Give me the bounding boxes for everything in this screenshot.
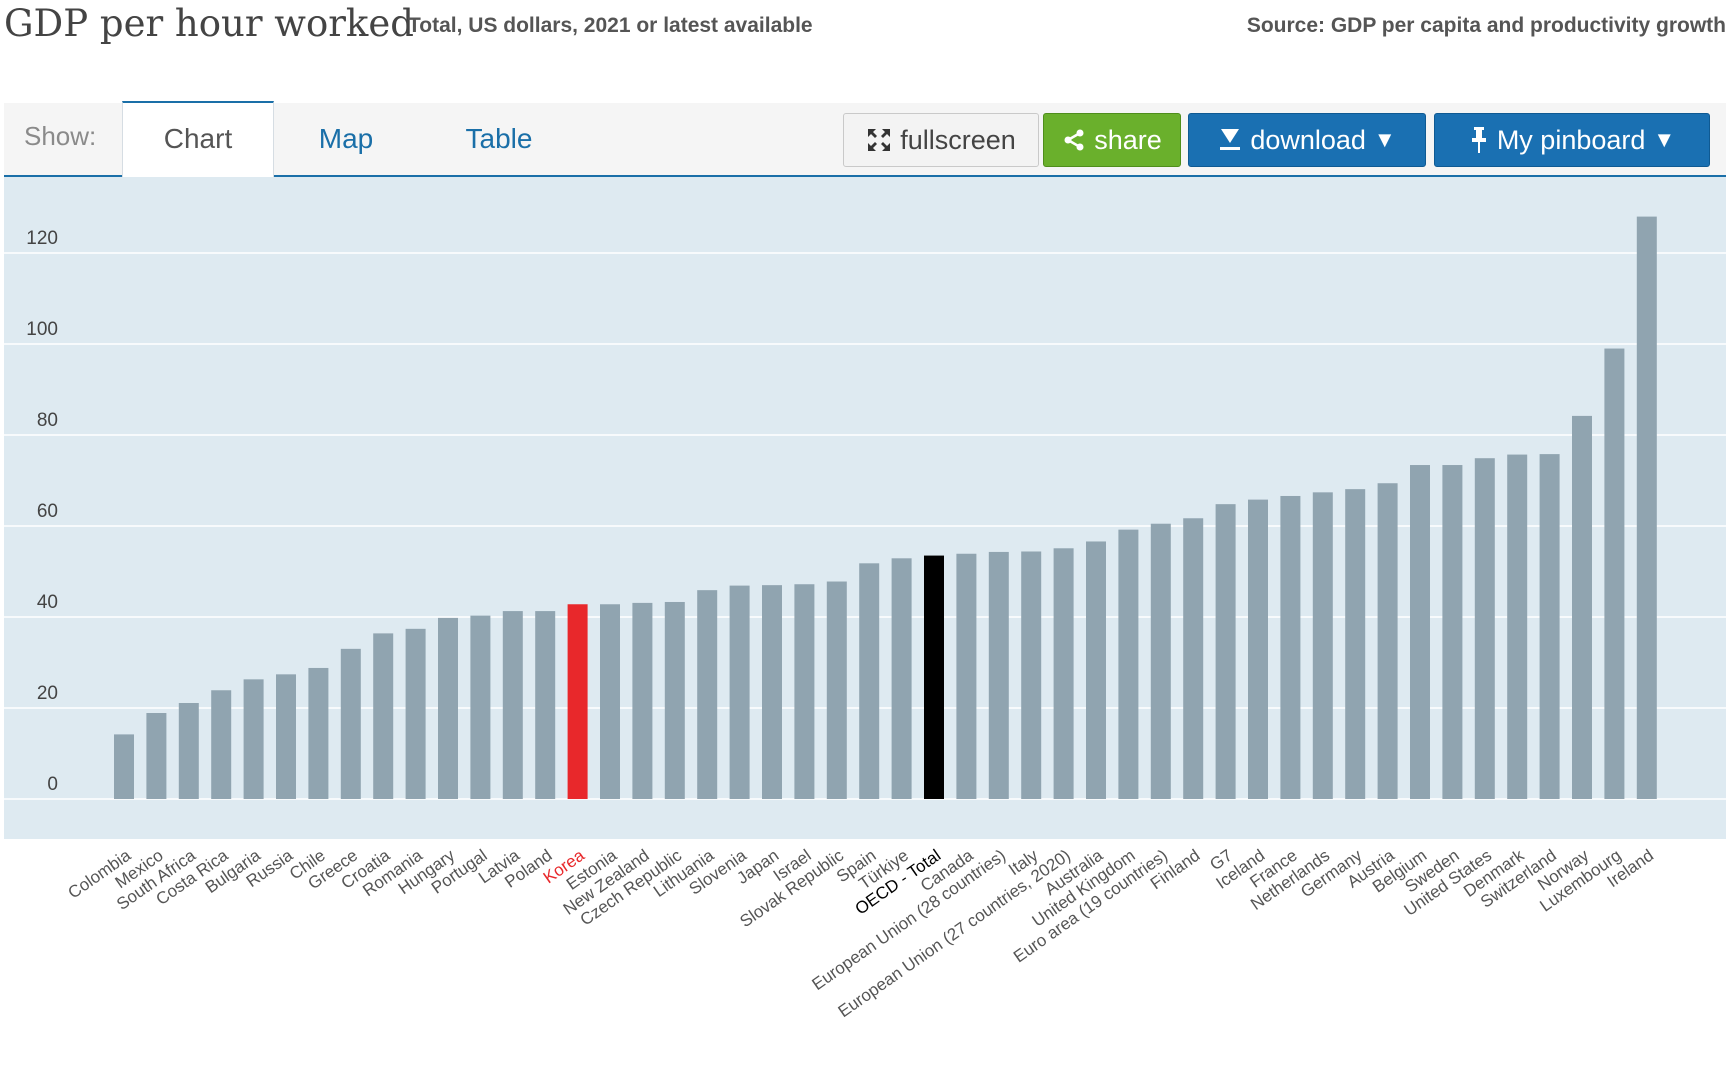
bar-france[interactable] [1280,495,1301,799]
fullscreen-label: fullscreen [900,124,1016,155]
bar-chile[interactable] [308,667,329,799]
chevron-down-icon: ▼ [1373,127,1396,152]
bar-denmark[interactable] [1507,454,1528,799]
pinboard-label: My pinboard [1496,124,1646,155]
fullscreen-icon [866,127,892,153]
bar-european-union-27-countries-2020[interactable] [1053,548,1074,799]
download-icon [1218,127,1242,153]
bar-russia[interactable] [276,674,296,799]
bar-costa-rica[interactable] [211,690,232,799]
bar-australia[interactable] [1086,541,1106,799]
bar-austria[interactable] [1377,483,1398,799]
bar-latvia[interactable] [502,611,523,799]
bar-belgium[interactable] [1410,465,1430,799]
bar-luxembourg[interactable] [1604,348,1625,799]
y-tick-label: 20 [37,683,58,704]
bar-czech-republic[interactable] [664,601,685,799]
bar-bulgaria[interactable] [243,679,264,799]
bar-oecd-total[interactable] [924,555,944,799]
bar-romania[interactable] [405,628,426,799]
bar-italy[interactable] [1021,551,1042,799]
chart-title: GDP per hour worked [4,2,414,45]
pin-icon [1469,126,1489,154]
chart-header: GDP per hour worked Total, US dollars, 2… [0,0,1730,60]
download-button[interactable]: download ▼ [1188,113,1426,167]
chart-toolbar: Show: Chart Map Table fullscreen share [4,101,1726,177]
bar-g7[interactable] [1215,504,1236,799]
bar-norway[interactable] [1572,415,1592,799]
bar-portugal[interactable] [470,615,491,799]
bar-germany[interactable] [1345,489,1366,799]
bars [114,216,1657,800]
bar-croatia[interactable] [373,633,394,799]
bar-united-kingdom[interactable] [1118,529,1139,799]
bar-poland[interactable] [535,611,556,799]
y-tick-label: 100 [26,319,58,340]
bar-sweden[interactable] [1442,465,1463,799]
source-link[interactable]: Source: GDP per capita and productivity … [1246,14,1726,37]
y-axis-ticks: 0 20 40 60 80 100 120 [26,228,58,795]
bar-t-rkiye[interactable] [891,558,912,799]
bar-south-africa[interactable] [178,702,199,799]
chart-subtitle: Total, US dollars, 2021 or latest availa… [408,14,813,37]
bar-slovak-republic[interactable] [826,581,847,799]
bar-new-zealand[interactable] [632,602,653,799]
y-tick-label: 0 [47,774,58,795]
y-tick-label: 80 [37,410,58,431]
tab-chart[interactable]: Chart [122,101,274,177]
bar-israel[interactable] [794,584,815,799]
bar-european-union-28-countries[interactable] [988,551,1009,799]
bar-canada[interactable] [956,553,977,799]
bar-slovenia[interactable] [729,585,750,799]
download-label: download [1250,124,1366,155]
bar-finland[interactable] [1183,518,1204,799]
bar-ireland[interactable] [1636,216,1657,800]
y-tick-label: 40 [37,592,58,613]
show-label: Show: [24,121,97,151]
bar-united-states[interactable] [1474,458,1495,799]
bar-euro-area-19-countries[interactable] [1150,523,1171,799]
bar-greece[interactable] [340,648,361,799]
bar-colombia[interactable] [114,734,134,799]
bar-netherlands[interactable] [1312,492,1333,799]
y-tick-label: 120 [26,228,58,249]
y-tick-label: 60 [37,501,58,522]
bar-hungary[interactable] [438,617,458,799]
share-button[interactable]: share [1043,113,1181,167]
bar-lithuania[interactable] [697,590,718,799]
bar-iceland[interactable] [1248,499,1268,799]
share-icon [1062,128,1086,152]
bar-korea[interactable] [567,604,588,799]
tab-table[interactable]: Table [465,123,533,154]
share-label: share [1094,124,1162,155]
chevron-down-icon: ▼ [1653,127,1676,152]
bar-switzerland[interactable] [1539,454,1560,799]
fullscreen-button[interactable]: fullscreen [843,113,1039,167]
bar-japan[interactable] [762,585,782,799]
bar-estonia[interactable] [600,604,620,799]
bar-mexico[interactable] [146,713,167,799]
pinboard-button[interactable]: My pinboard ▼ [1434,113,1710,167]
tab-map[interactable]: Map [318,123,374,154]
bar-spain[interactable] [859,563,880,799]
